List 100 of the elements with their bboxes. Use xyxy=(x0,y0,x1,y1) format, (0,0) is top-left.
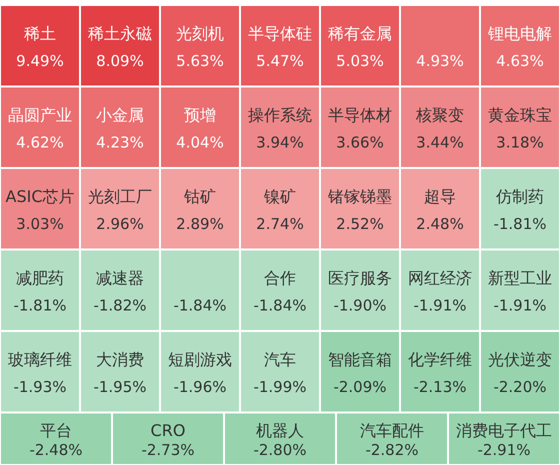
data-label: 5.03% xyxy=(336,52,384,70)
cell: 锗镓锑墨 2.52% xyxy=(321,169,399,248)
cell: 新型工业 -1.91% xyxy=(481,250,559,330)
cell: 光伏逆变 -2.20% xyxy=(481,332,559,412)
data-label: -2.09% xyxy=(333,378,387,396)
data-label: -1.99% xyxy=(253,378,307,396)
cell: 核聚变 3.44% xyxy=(401,88,479,167)
data-label: -1.84% xyxy=(253,296,307,314)
cell: 汽车配件 -2.82% xyxy=(337,414,447,464)
data-label: 4.04% xyxy=(176,133,224,152)
category-label: 减肥药 xyxy=(16,268,64,288)
category-label: 超导 xyxy=(424,186,456,206)
category-label: 平台 xyxy=(40,420,72,440)
cell: 锂电电解 4.63% xyxy=(481,6,559,86)
cell: 半导体硅 5.47% xyxy=(241,6,319,86)
data-label: -1.81% xyxy=(493,214,547,233)
category-label: 稀有金属 xyxy=(328,24,392,43)
data-label: 2.96% xyxy=(96,214,144,233)
data-label: -2.82% xyxy=(365,440,419,459)
category-label: 网红经济 xyxy=(408,268,472,288)
data-label: 4.62% xyxy=(16,133,64,152)
data-label: -2.73% xyxy=(141,440,195,459)
cell: 半导体材 3.66% xyxy=(321,88,399,167)
cell: 光刻工厂 2.96% xyxy=(81,169,159,248)
category-label: 半导体材 xyxy=(328,105,392,124)
cell: 仿制药 -1.81% xyxy=(481,169,559,248)
cell: 钴矿 2.89% xyxy=(161,169,239,248)
cell: 大消费 -1.95% xyxy=(81,332,159,412)
category-label: 核聚变 xyxy=(415,105,464,124)
cell: 机器人 -2.80% xyxy=(225,414,335,464)
data-label: -1.95% xyxy=(93,378,147,396)
data-label: 4.23% xyxy=(96,133,144,152)
cell: 减速器 -1.82% xyxy=(81,250,159,330)
data-label: -1.90% xyxy=(333,296,387,314)
data-label: -1.91% xyxy=(413,296,467,314)
category-label: 光伏逆变 xyxy=(488,350,552,369)
category-label: 镍矿 xyxy=(263,186,296,206)
cell: 合作 -1.84% xyxy=(241,250,319,330)
cell: 超导 2.48% xyxy=(401,169,479,248)
category-label: 光刻机 xyxy=(176,24,224,43)
data-label: -1.96% xyxy=(173,378,227,396)
data-label: -1.82% xyxy=(93,296,147,314)
cell: 操作系统 3.94% xyxy=(241,88,319,167)
category-label: 减速器 xyxy=(96,268,144,288)
cell: 医疗服务 -1.90% xyxy=(321,250,399,330)
cell: 4.93% xyxy=(401,6,479,86)
cell: 小金属 4.23% xyxy=(81,88,159,167)
data-label: 3.94% xyxy=(256,133,304,152)
category-label: ASIC芯片 xyxy=(6,186,74,206)
category-label: 钴矿 xyxy=(183,186,216,206)
category-label: 新型工业 xyxy=(488,268,552,288)
category-label: 晶圆产业 xyxy=(8,105,72,124)
cell: 汽车 -1.99% xyxy=(241,332,319,412)
cell: 稀土永磁 8.09% xyxy=(81,6,159,86)
data-label: 2.52% xyxy=(336,214,384,233)
cell: 黄金珠宝 3.18% xyxy=(481,88,559,167)
cell: ASIC芯片 3.03% xyxy=(1,169,79,248)
category-label: 医疗服务 xyxy=(328,268,392,288)
data-label: -2.13% xyxy=(413,378,467,396)
data-label: 2.74% xyxy=(256,214,304,233)
data-label: 4.63% xyxy=(496,52,544,70)
data-label: 3.44% xyxy=(416,133,464,152)
data-label: 3.03% xyxy=(16,214,64,233)
category-label: 机器人 xyxy=(256,420,304,440)
data-label: 2.89% xyxy=(176,214,224,233)
data-label: 2.48% xyxy=(416,214,464,233)
cell: 稀有金属 5.03% xyxy=(321,6,399,86)
cell: 智能音箱 -2.09% xyxy=(321,332,399,412)
cell: -1.84% xyxy=(161,250,239,330)
category-label: 合作 xyxy=(264,268,296,288)
data-label: -2.48% xyxy=(29,440,83,459)
data-label: 3.18% xyxy=(496,133,544,152)
data-label: -1.81% xyxy=(13,296,67,314)
cell: 减肥药 -1.81% xyxy=(1,250,79,330)
data-label: 3.66% xyxy=(336,133,384,152)
category-label: 锂电电解 xyxy=(487,24,552,43)
category-label: 预增 xyxy=(184,105,216,124)
cell: 晶圆产业 4.62% xyxy=(1,88,79,167)
category-label: 短剧游戏 xyxy=(168,350,232,369)
data-label: 5.47% xyxy=(256,52,304,70)
cell: 镍矿 2.74% xyxy=(241,169,319,248)
category-label: 汽车 xyxy=(264,350,296,369)
cell: 玻璃纤维 -1.93% xyxy=(1,332,79,412)
category-label: 黄金珠宝 xyxy=(488,105,552,124)
category-label: 光刻工厂 xyxy=(88,186,152,206)
category-label: 操作系统 xyxy=(248,105,312,124)
cell: 网红经济 -1.91% xyxy=(401,250,479,330)
cell: 消费电子代工 -2.91% xyxy=(449,414,559,464)
data-label: 8.09% xyxy=(96,52,144,70)
data-label: 4.93% xyxy=(416,52,464,70)
category-label: 化学纤维 xyxy=(408,350,472,369)
data-label: -2.91% xyxy=(477,440,531,459)
category-label: 消费电子代工 xyxy=(456,420,552,440)
category-label: 小金属 xyxy=(96,105,144,124)
category-label: 稀土永磁 xyxy=(88,24,152,43)
data-label: -2.80% xyxy=(253,440,307,459)
data-label: -1.84% xyxy=(173,296,227,314)
cell: 光刻机 5.63% xyxy=(161,6,239,86)
cell: 短剧游戏 -1.96% xyxy=(161,332,239,412)
category-label: 稀土 xyxy=(24,24,56,43)
